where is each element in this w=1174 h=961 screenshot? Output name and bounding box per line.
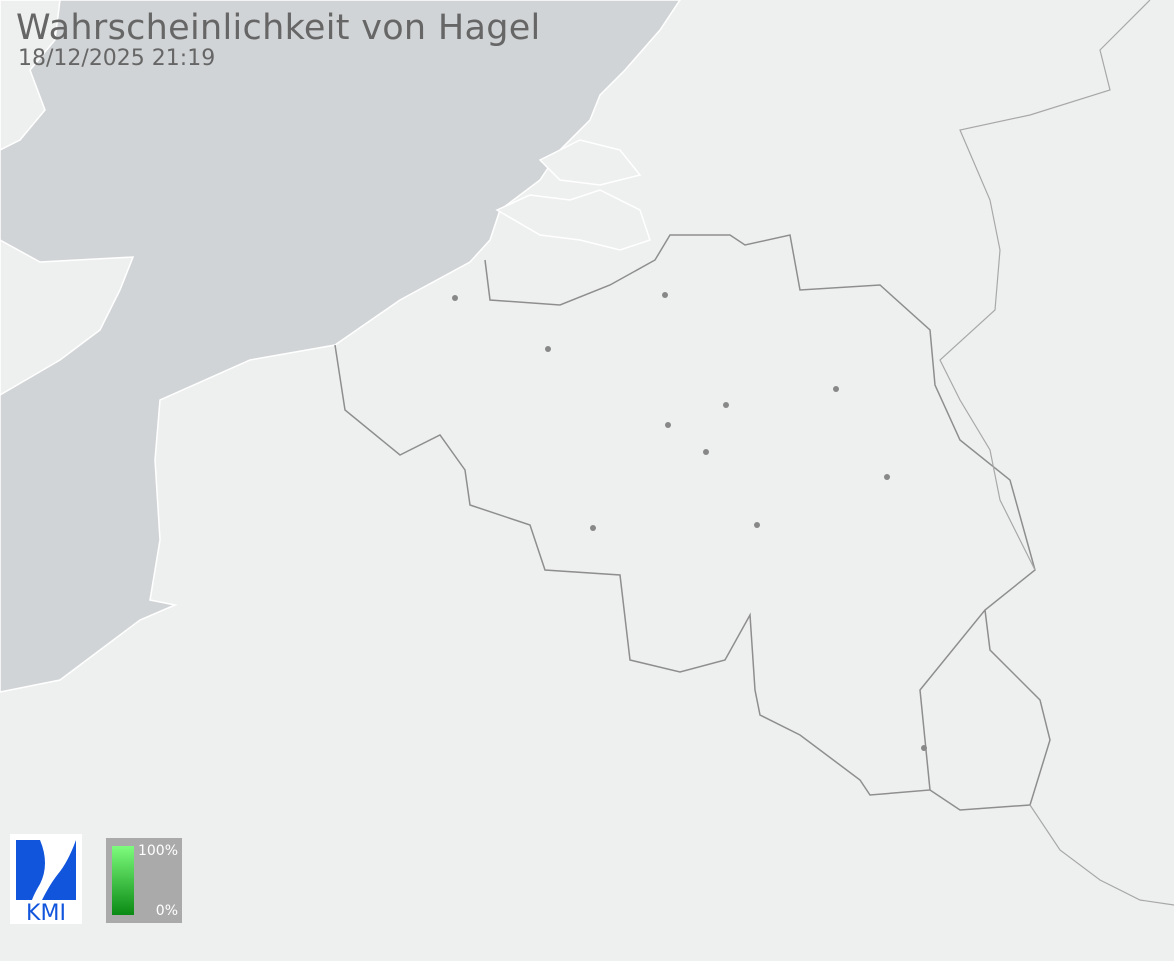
probability-legend: 100% 0% [106, 838, 182, 923]
map-title: Wahrscheinlichkeit von Hagel [16, 8, 541, 48]
kmi-logo: KMI [10, 834, 82, 926]
legend-max-label: 100% [137, 843, 178, 859]
legend-color-bar [112, 846, 134, 915]
sea [0, 0, 681, 693]
city-marker [884, 474, 890, 480]
city-marker [921, 745, 927, 751]
city-marker [590, 525, 596, 531]
svg-text:KMI: KMI [26, 901, 66, 924]
belgium-border [334, 234, 1036, 796]
city-marker [452, 295, 458, 301]
timestamp: 18/12/2025 21:19 [18, 46, 216, 71]
city-markers [452, 292, 927, 751]
city-marker [703, 449, 709, 455]
england-land [0, 0, 135, 396]
city-marker [754, 522, 760, 528]
zeeland-islands [495, 139, 651, 251]
city-marker [662, 292, 668, 298]
luxembourg-border [929, 609, 1051, 811]
legend-min-label: 0% [155, 903, 178, 919]
city-marker [723, 402, 729, 408]
germany-border [939, 0, 1174, 906]
city-marker [833, 386, 839, 392]
city-marker [545, 346, 551, 352]
city-marker [665, 422, 671, 428]
